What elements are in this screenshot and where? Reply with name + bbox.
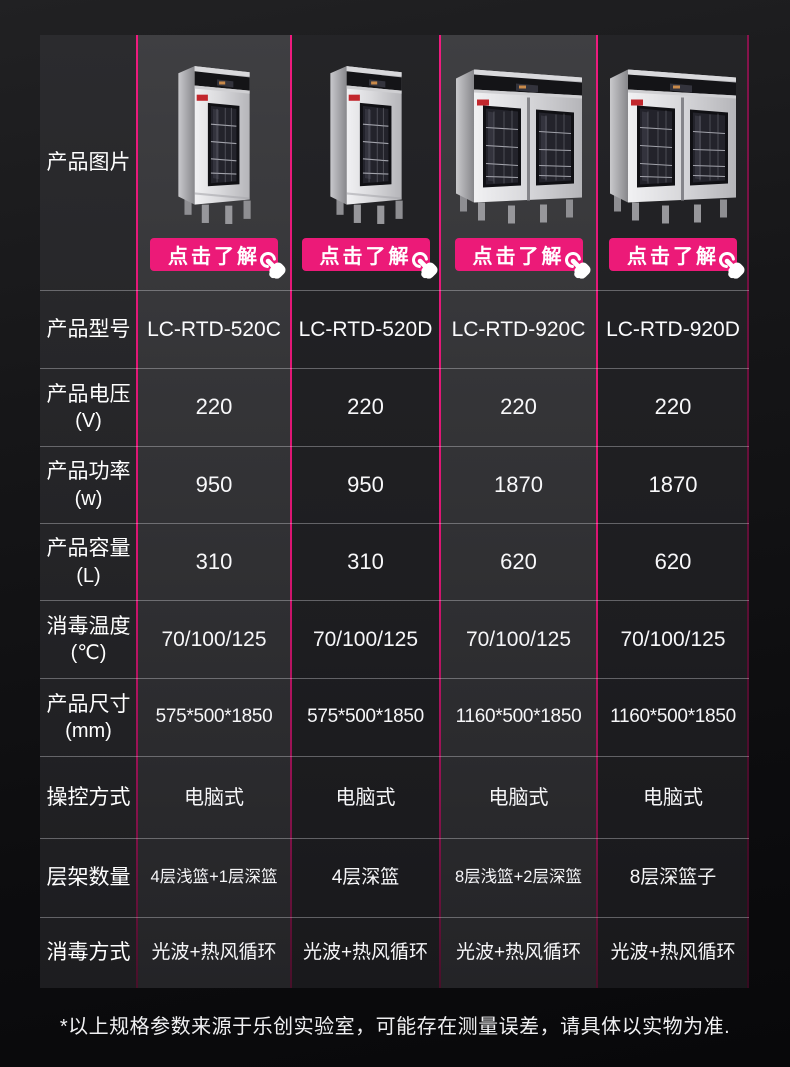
cell-method-520c: 光波+热风循环 [137, 917, 291, 988]
cell-model-920d: LC-RTD-920D [597, 290, 749, 368]
hand-click-icon [409, 250, 443, 284]
cell-power-920d: 1870 [597, 446, 749, 523]
row-header-image: 产品图片 [40, 35, 137, 290]
product-image-cell-520d: 点击了解 [291, 35, 440, 290]
cell-method-920d: 光波+热风循环 [597, 917, 749, 988]
cell-temperature-920c: 70/100/125 [440, 600, 597, 678]
cell-power-520d: 950 [291, 446, 440, 523]
cta-label: 点击了解 [627, 246, 719, 268]
cell-capacity-520d: 310 [291, 523, 440, 600]
cell-racks-920d: 8层深篮子 [597, 838, 749, 917]
row-header-racks: 层架数量 [40, 838, 137, 917]
cell-capacity-920d: 620 [597, 523, 749, 600]
cell-dimensions-920d: 1160*500*1850 [597, 678, 749, 756]
cta-button-520c[interactable]: 点击了解 [150, 238, 278, 271]
row-header-dimensions: 产品尺寸 (mm) [40, 678, 137, 756]
cell-power-520c: 950 [137, 446, 291, 523]
cell-control-920d: 电脑式 [597, 756, 749, 838]
row-header-method: 消毒方式 [40, 917, 137, 988]
cell-voltage-920c: 220 [440, 368, 597, 446]
cell-power-920c: 1870 [440, 446, 597, 523]
cta-button-520d[interactable]: 点击了解 [301, 238, 430, 271]
cell-model-520c: LC-RTD-520C [137, 290, 291, 368]
cta-button-920d[interactable]: 点击了解 [609, 238, 737, 271]
product-image-cell-520c: 点击了解 [137, 35, 291, 290]
pink-divider [290, 35, 292, 988]
product-image-double-door [598, 46, 748, 236]
cell-temperature-520c: 70/100/125 [137, 600, 291, 678]
row-header-voltage: 产品电压 (V) [40, 368, 137, 446]
cell-method-520d: 光波+热风循环 [291, 917, 440, 988]
row-header-label: 产品图片 [46, 150, 131, 174]
cta-label: 点击了解 [168, 246, 260, 268]
spec-comparison-table: 产品图片 点击了解 点击了解 点击了解 [40, 35, 749, 988]
cell-dimensions-920c: 1160*500*1850 [440, 678, 597, 756]
pink-divider [439, 35, 441, 988]
product-image-single-door [310, 46, 422, 236]
cell-method-920c: 光波+热风循环 [440, 917, 597, 988]
spec-grid: 产品图片 点击了解 点击了解 点击了解 [40, 35, 749, 988]
cell-temperature-520d: 70/100/125 [291, 600, 440, 678]
cta-label: 点击了解 [472, 246, 565, 268]
pink-divider [136, 35, 138, 988]
row-header-temperature: 消毒温度 (℃) [40, 600, 137, 678]
product-image-single-door [158, 46, 270, 236]
disclaimer-note: *以上规格参数来源于乐创实验室，可能存在测量误差，请具体以实物为准. [59, 1016, 731, 1038]
cell-temperature-920d: 70/100/125 [597, 600, 749, 678]
row-header-capacity: 产品容量 (L) [40, 523, 137, 600]
cell-control-920c: 电脑式 [440, 756, 597, 838]
hand-click-icon [562, 250, 596, 284]
cell-dimensions-520c: 575*500*1850 [137, 678, 291, 756]
cell-control-520d: 电脑式 [291, 756, 440, 838]
cell-voltage-920d: 220 [597, 368, 749, 446]
table-right-edge-line [747, 35, 749, 988]
cell-model-920c: LC-RTD-920C [440, 290, 597, 368]
cell-racks-920c: 8层浅篮+2层深篮 [440, 838, 597, 917]
row-header-control: 操控方式 [40, 756, 137, 838]
cell-racks-520c: 4层浅篮+1层深篮 [137, 838, 291, 917]
product-image-cell-920c: 点击了解 [440, 35, 597, 290]
cell-control-520c: 电脑式 [137, 756, 291, 838]
pink-divider [596, 35, 598, 988]
cell-voltage-520d: 220 [291, 368, 440, 446]
cell-capacity-520c: 310 [137, 523, 291, 600]
row-header-power: 产品功率 (w) [40, 446, 137, 523]
cell-voltage-520c: 220 [137, 368, 291, 446]
product-image-double-door [444, 46, 594, 236]
cell-capacity-920c: 620 [440, 523, 597, 600]
cell-dimensions-520d: 575*500*1850 [291, 678, 440, 756]
hand-click-icon [257, 250, 291, 284]
row-header-model: 产品型号 [40, 290, 137, 368]
cta-button-920c[interactable]: 点击了解 [454, 238, 583, 271]
cell-model-520d: LC-RTD-520D [291, 290, 440, 368]
row-header-column-bg [40, 35, 137, 988]
cell-racks-520d: 4层深篮 [291, 838, 440, 917]
hand-click-icon [716, 250, 750, 284]
product-image-cell-920d: 点击了解 [597, 35, 749, 290]
cta-label: 点击了解 [319, 246, 412, 268]
